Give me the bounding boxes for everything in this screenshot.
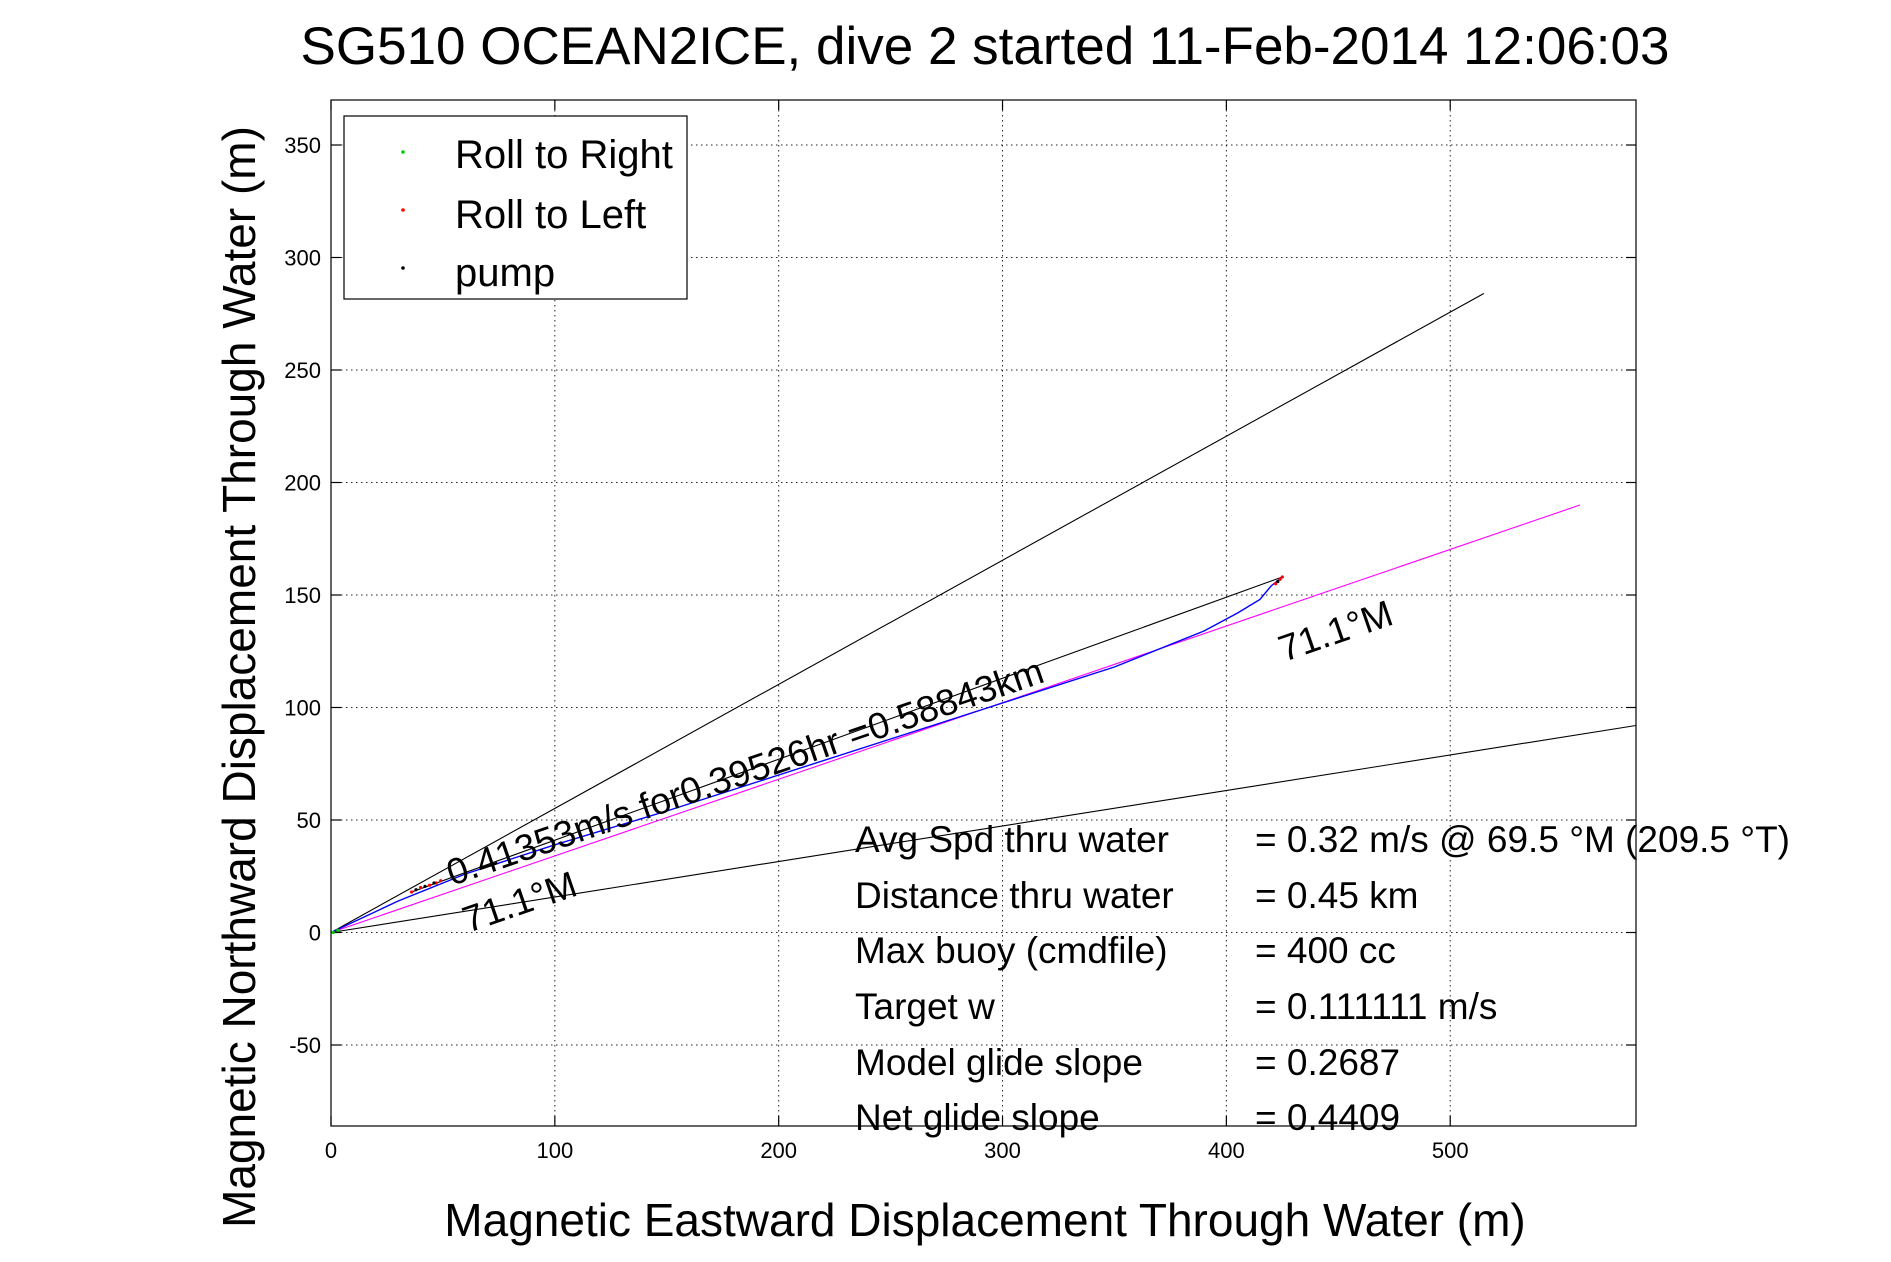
y-tick-label: 50 [297, 808, 321, 833]
roll-right-marker [336, 928, 340, 932]
y-tick-label: 100 [284, 696, 321, 721]
x-tick-label: 500 [1432, 1138, 1469, 1163]
roll-left-marker [1280, 575, 1284, 579]
stat-value: = 0.111111 m/s [1255, 986, 1497, 1027]
stat-label: Max buoy (cmdfile) [855, 930, 1168, 971]
x-axis-label: Magnetic Eastward Displacement Through W… [444, 1194, 1525, 1246]
pump-marker [414, 888, 418, 892]
roll-left-marker [439, 879, 443, 883]
roll-right-marker [331, 930, 335, 935]
stat-label: Avg Spd thru water [855, 819, 1169, 860]
stat-value: = 0.2687 [1255, 1042, 1400, 1083]
y-tick-label: 300 [284, 246, 321, 271]
pump-marker [423, 884, 427, 888]
stat-value: = 0.4409 [1255, 1097, 1400, 1138]
stat-value: = 0.32 m/s @ 69.5 °M (209.5 °T) [1255, 819, 1790, 860]
legend-label-roll-right: Roll to Right [455, 133, 673, 177]
y-tick-label: 250 [284, 358, 321, 383]
legend-label-pump: pump [455, 251, 555, 295]
legend-box [343, 115, 688, 300]
pump-marker [1276, 579, 1280, 584]
x-tick-label: 300 [984, 1138, 1021, 1163]
series-glider-track [331, 576, 1283, 934]
y-tick-label: 350 [284, 133, 321, 158]
stats-block: Avg Spd thru water = 0.32 m/s @ 69.5 °M … [855, 819, 1790, 1138]
roll-left-marker [418, 885, 423, 890]
stat-label: Model glide slope [855, 1042, 1143, 1083]
pump-marker [432, 881, 436, 885]
chart-title: SG510 OCEAN2ICE, dive 2 started 11-Feb-2… [301, 17, 1670, 76]
roll-left-marker [1274, 582, 1278, 586]
y-tick-label: 0 [309, 921, 321, 946]
stat-value: = 400 cc [1255, 930, 1396, 971]
x-tick-label: 100 [536, 1138, 573, 1163]
stat-label: Net glide slope [855, 1097, 1100, 1138]
plot-area: 0 100 200 300 400 500 -50 0 50 100 150 200 250 300 350 [284, 99, 1637, 1163]
stat-label: Distance thru water [855, 875, 1174, 916]
series-model-path [411, 576, 1283, 893]
roll-left-marker [1278, 577, 1282, 581]
legend-marker-roll-left [401, 208, 405, 212]
y-axis-label: Magnetic Northward Displacement Through … [213, 126, 265, 1228]
roll-left-marker [427, 883, 432, 887]
x-tick-label: 400 [1208, 1138, 1245, 1163]
legend-marker-roll-right [401, 150, 405, 154]
legend-label-roll-left: Roll to Left [455, 193, 646, 237]
y-tick-label: 150 [284, 583, 321, 608]
x-tick-label: 0 [325, 1138, 337, 1163]
stat-value: = 0.45 km [1255, 875, 1419, 916]
legend-marker-pump [401, 266, 405, 270]
legend: Roll to Right Roll to Left pump [343, 115, 688, 300]
y-tick-label: -50 [289, 1033, 321, 1058]
x-tick-label: 200 [760, 1138, 797, 1163]
series-envelope-lower [331, 724, 1636, 934]
series-envelope-upper [331, 293, 1485, 933]
plot-frame [330, 99, 1637, 1127]
stat-label: Target w [855, 986, 995, 1027]
roll-left-marker [409, 890, 414, 894]
roll-left-marker [434, 881, 438, 885]
y-tick-label: 200 [284, 471, 321, 496]
